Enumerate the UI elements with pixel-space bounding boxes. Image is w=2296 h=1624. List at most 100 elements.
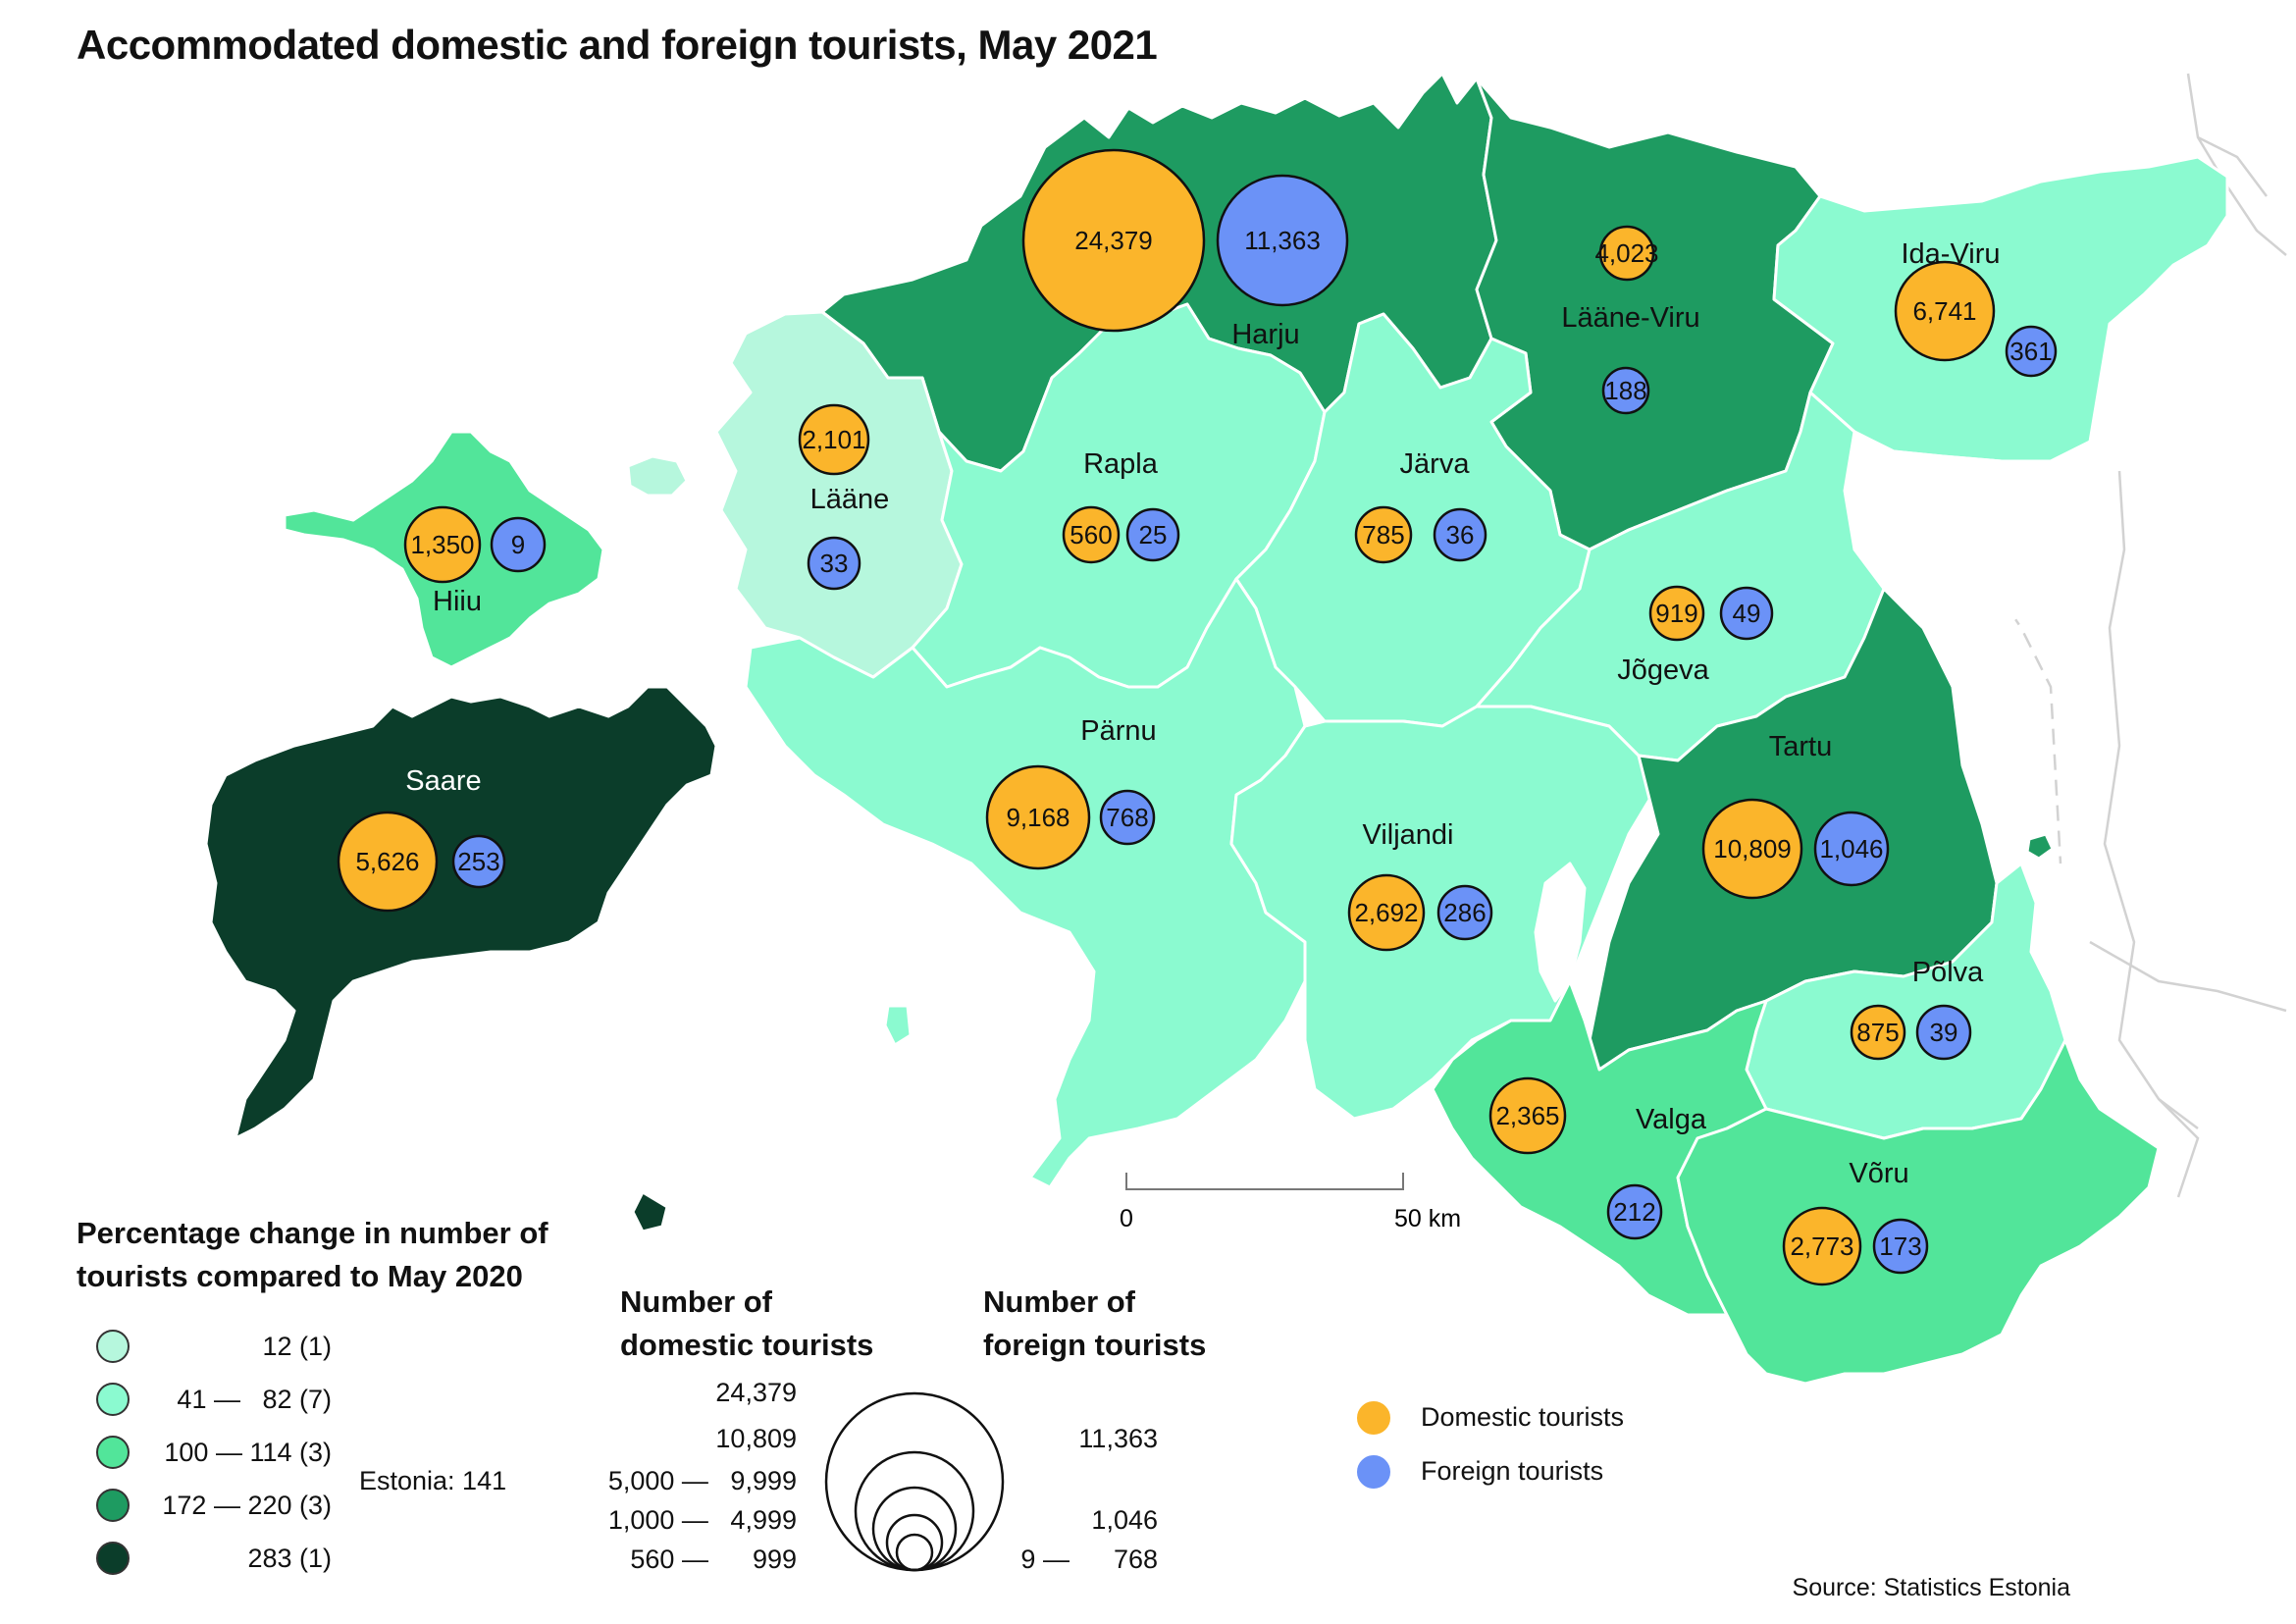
region-label-parnu: Pärnu [1080,715,1156,747]
domestic-circle-polva [1850,1004,1906,1061]
domestic-bubble-laane[interactable]: 2,101 [798,403,870,476]
domestic-bubble-polva[interactable]: 875 [1850,1004,1906,1061]
domestic-bubble-harju[interactable]: 24,379 [1021,148,1206,333]
domestic-bubble-jarva[interactable]: 785 [1354,505,1413,564]
region-label-viljandi: Viljandi [1363,819,1454,851]
domestic-circle-parnu [985,764,1091,870]
legend-range-c1: 12 (1) [262,1332,332,1361]
domestic-value-ida-viru: 6,741 [1912,296,1976,326]
scale-bar: 0 50 km [1120,1173,1461,1232]
domestic-value-polva: 875 [1856,1018,1899,1047]
domestic-value-saare: 5,626 [355,847,419,876]
island-kihnu [883,1004,913,1047]
foreign-circle-ida-viru [2005,325,2058,378]
domestic-size-title-line2: domestic tourists [620,1328,874,1362]
scale-end-label: 50 km [1394,1205,1461,1232]
foreign-value-ida-viru: 361 [2009,337,2052,366]
foreign-value-parnu: 768 [1106,803,1148,832]
region-saare[interactable] [204,685,718,1140]
foreign-circle-parnu [1099,789,1156,846]
region-label-valga: Valga [1636,1104,1707,1135]
domestic-legend-label: Domestic tourists [1421,1402,1625,1432]
foreign-size-label-3: 9 — 768 [1020,1545,1158,1574]
foreign-bubble-polva[interactable]: 39 [1915,1004,1972,1061]
foreign-value-harju: 11,363 [1244,226,1321,255]
foreign-circle-voru [1872,1218,1929,1275]
region-label-laane: Lääne [810,484,890,515]
domestic-circle-laane-viru [1598,225,1655,282]
foreign-border-lines [1980,73,2287,1198]
foreign-bubble-saare[interactable]: 253 [451,834,506,889]
domestic-size-label-5: 560 — 999 [630,1545,797,1574]
legend-range-c5: 283 (1) [247,1544,332,1573]
domestic-bubble-ida-viru[interactable]: 6,741 [1894,260,1996,362]
foreign-value-laane-viru: 188 [1604,376,1646,405]
domestic-bubble-viljandi[interactable]: 2,692 [1347,873,1426,952]
region-label-voru: Võru [1849,1158,1908,1189]
domestic-bubble-valga[interactable]: 2,365 [1488,1076,1567,1155]
domestic-value-tartu: 10,809 [1713,834,1792,864]
foreign-bubble-jarva[interactable]: 36 [1433,507,1487,562]
region-parnu[interactable] [744,577,1307,1189]
choropleth-legend-title-line1: Percentage change in number of [77,1216,548,1250]
foreign-circle-valga [1606,1183,1663,1240]
foreign-bubble-voru[interactable]: 173 [1872,1218,1929,1275]
foreign-value-polva: 39 [1930,1018,1958,1047]
domestic-bubble-hiiu[interactable]: 1,350 [403,505,482,584]
foreign-size-title-line1: Number of [983,1284,1135,1319]
domestic-circle-saare [337,811,439,913]
region-label-harju: Harju [1231,319,1299,350]
region-ida-viru[interactable] [1772,155,2229,463]
domestic-bubble-parnu[interactable]: 9,168 [985,764,1091,870]
foreign-bubble-viljandi[interactable]: 286 [1436,884,1493,941]
foreign-value-hiiu: 9 [511,530,525,559]
region-label-tartu: Tartu [1769,731,1832,762]
region-label-polva: Põlva [1912,957,1984,988]
domestic-bubble-jogeva[interactable]: 919 [1648,585,1705,642]
domestic-value-laane: 2,101 [802,425,865,454]
domestic-bubble-voru[interactable]: 2,773 [1782,1206,1862,1286]
region-voru[interactable] [1676,1038,2161,1386]
foreign-value-saare: 253 [457,847,499,876]
legend-swatch-c2 [96,1383,130,1416]
foreign-bubble-laane[interactable]: 33 [807,536,861,591]
foreign-bubble-laane-viru[interactable]: 188 [1601,366,1650,415]
domestic-circle-rapla [1062,505,1121,564]
legend-swatch-c5 [96,1542,130,1575]
region-label-saare: Saare [405,765,481,797]
foreign-circle-hiiu [490,516,547,573]
domestic-size-label-1: 24,379 [715,1378,797,1407]
foreign-bubble-valga[interactable]: 212 [1606,1183,1663,1240]
choropleth-legend-title: Percentage change in number of tourists … [77,1212,548,1298]
region-label-jogeva: Jõgeva [1617,655,1709,686]
foreign-bubble-rapla[interactable]: 25 [1125,507,1180,562]
foreign-bubble-hiiu[interactable]: 9 [490,516,547,573]
domestic-circle-jarva [1354,505,1413,564]
foreign-bubble-parnu[interactable]: 768 [1099,789,1156,846]
domestic-value-jarva: 785 [1362,520,1404,550]
domestic-bubble-laane-viru[interactable]: 4,023 [1594,225,1659,282]
foreign-value-viljandi: 286 [1443,898,1486,927]
foreign-bubble-tartu[interactable]: 1,046 [1813,811,1890,887]
estonia-total: Estonia: 141 [359,1466,507,1495]
tourist-bubbles: 24,379 11,363 4,023 188 6,741 361 2,101 33 560 25… [337,148,2058,1286]
foreign-bubble-jogeva[interactable]: 49 [1719,586,1774,641]
domestic-circle-ida-viru [1894,260,1996,362]
domestic-bubble-tartu[interactable]: 10,809 [1701,798,1803,900]
legend-range-c3: 100 — 114 (3) [164,1438,332,1467]
foreign-circle-rapla [1125,507,1180,562]
foreign-swatch [1357,1455,1390,1489]
foreign-value-valga: 212 [1613,1197,1655,1227]
domestic-circle-jogeva [1648,585,1705,642]
map-title: Accommodated domestic and foreign touris… [77,22,1158,68]
domestic-bubble-rapla[interactable]: 560 [1062,505,1121,564]
foreign-bubble-harju[interactable]: 11,363 [1216,174,1349,307]
domestic-value-valga: 2,365 [1495,1101,1559,1130]
domestic-swatch [1357,1401,1390,1435]
foreign-circle-saare [451,834,506,889]
domestic-value-parnu: 9,168 [1006,803,1070,832]
domestic-bubble-saare[interactable]: 5,626 [337,811,439,913]
foreign-bubble-ida-viru[interactable]: 361 [2005,325,2058,378]
